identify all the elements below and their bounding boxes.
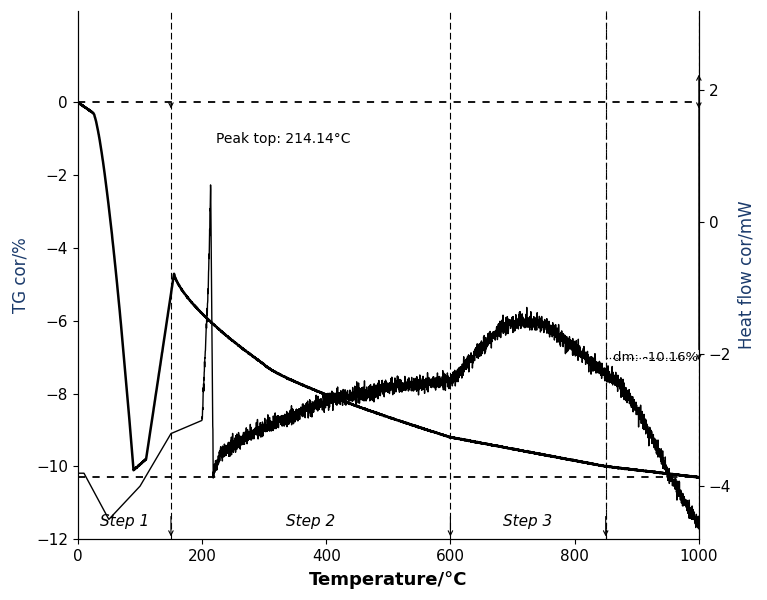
- Text: Step 1: Step 1: [100, 514, 149, 529]
- Y-axis label: Heat flow cor/mW: Heat flow cor/mW: [738, 201, 756, 349]
- Text: Step 2: Step 2: [286, 514, 335, 529]
- Text: Step 3: Step 3: [503, 514, 553, 529]
- Text: dm: -10.16%: dm: -10.16%: [613, 351, 699, 364]
- X-axis label: Temperature/°C: Temperature/°C: [309, 571, 468, 589]
- Y-axis label: TG cor/%: TG cor/%: [11, 237, 29, 313]
- Text: Peak top: 214.14°C: Peak top: 214.14°C: [216, 131, 351, 146]
